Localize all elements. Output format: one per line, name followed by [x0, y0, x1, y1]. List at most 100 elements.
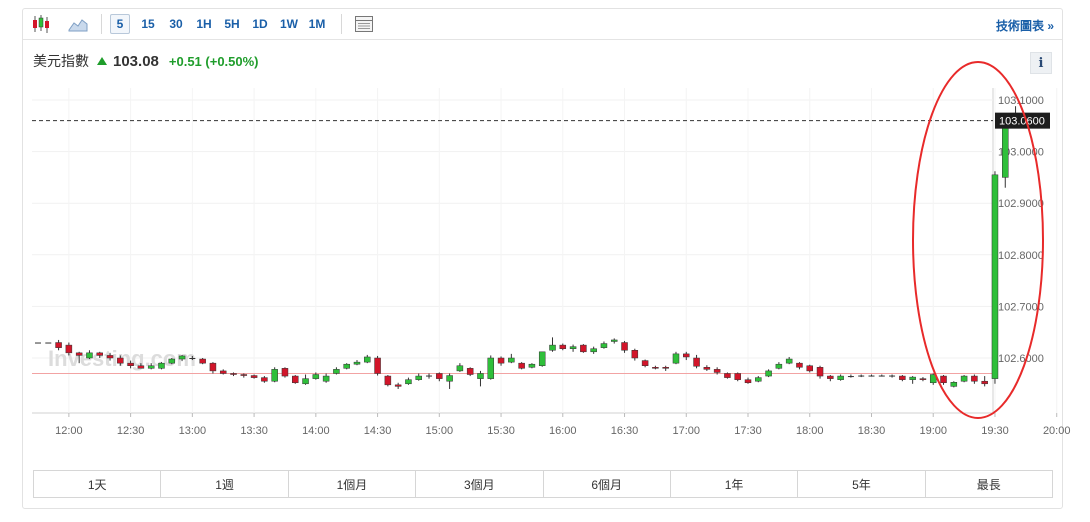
candle-body [477, 373, 484, 379]
candle-body [271, 369, 278, 382]
candle-body [549, 344, 556, 351]
candle-body [991, 174, 999, 379]
x-tick-label: 17:00 [673, 425, 701, 437]
candle-body [178, 355, 186, 360]
annotation-ellipse [912, 61, 1044, 419]
price-change: +0.51 (+0.50%) [168, 53, 259, 69]
candle-body [106, 355, 114, 359]
candle-body [899, 375, 906, 380]
period-1[interactable]: 1週 [161, 471, 289, 497]
candle-body [55, 342, 62, 348]
period-5[interactable]: 1年 [671, 471, 799, 497]
candle-body [405, 379, 412, 385]
candle-body [394, 384, 402, 387]
candle-body [538, 351, 546, 366]
candle-body [189, 358, 196, 359]
period-0[interactable]: 1天 [34, 471, 162, 497]
x-tick-label: 19:30 [981, 425, 1009, 437]
candle-body [487, 357, 495, 379]
y-tick-label: 102.7000 [998, 301, 1044, 313]
candle-body [971, 375, 978, 382]
x-tick-label: 15:30 [487, 425, 515, 437]
candle-body [240, 374, 248, 376]
y-tick-label: 102.9000 [998, 198, 1044, 210]
up-arrow-icon [97, 57, 107, 65]
timeframe-1m[interactable]: 1M [308, 17, 326, 31]
candlestick-icon[interactable] [30, 13, 52, 35]
candle-body [713, 369, 721, 373]
candle-body [456, 365, 464, 372]
candle-body [117, 357, 124, 364]
price-tag-bg [995, 112, 1050, 129]
candle-body [858, 375, 865, 377]
toolbar-separator [101, 14, 102, 34]
candle-body [374, 357, 381, 374]
y-tick-label: 102.8000 [998, 250, 1044, 262]
candle-body [250, 375, 258, 378]
table-icon[interactable] [353, 13, 375, 35]
candle-body [384, 375, 392, 386]
candle-body [600, 343, 608, 348]
candle-body [724, 373, 731, 378]
candle-body [775, 363, 783, 369]
x-tick-label: 16:30 [611, 425, 639, 437]
x-tick-label: 14:30 [364, 425, 392, 437]
candle-body [75, 352, 83, 356]
candle-body [559, 344, 567, 349]
candle-body [816, 367, 824, 377]
period-7[interactable]: 最長 [976, 477, 1001, 492]
period-4[interactable]: 6個月 [544, 471, 671, 497]
timeframe-5[interactable]: 5 [110, 14, 130, 34]
candle-body [497, 357, 505, 364]
timeframe-15[interactable]: 15 [141, 17, 155, 31]
technical-chart-link[interactable]: 技術圖表 » [995, 19, 1054, 33]
candle-body [426, 375, 433, 377]
area-chart-icon[interactable] [67, 13, 89, 35]
candle-body [508, 357, 515, 363]
candle-body [35, 342, 41, 344]
candle-body [312, 374, 320, 379]
x-tick-label: 12:00 [55, 425, 83, 437]
candle-body [1002, 120, 1009, 178]
period-2[interactable]: 1個月 [289, 471, 417, 497]
x-tick-label: 17:30 [734, 425, 762, 437]
candle-body [950, 382, 958, 387]
info-button[interactable]: i [1030, 52, 1052, 74]
candle-body [86, 352, 93, 359]
timeframe-1h[interactable]: 1H [196, 17, 212, 31]
candle-body [569, 346, 577, 349]
x-tick-label: 18:30 [858, 425, 886, 437]
candle-body [364, 356, 371, 363]
candle-body [610, 339, 618, 342]
x-tick-label: 20:00 [1043, 425, 1071, 437]
timeframe-1d[interactable]: 1D [252, 17, 268, 31]
candle-body [353, 361, 361, 365]
candle-body [837, 375, 844, 380]
x-tick-label: 16:00 [549, 425, 577, 437]
timeframe-30[interactable]: 30 [169, 17, 183, 31]
toolbar-separator [341, 14, 342, 34]
chart-toolbar: 5 15 30 1H 5H 1D 1W 1M 技術圖表 » [23, 9, 1062, 40]
x-tick-label: 19:00 [919, 425, 947, 437]
candle-body [981, 380, 988, 385]
candle-body [806, 365, 813, 372]
instrument-name: 美元指數 [33, 53, 89, 69]
candle-body [127, 362, 134, 366]
candle-body [147, 365, 155, 369]
candle-body [580, 344, 587, 353]
candle-body [199, 358, 206, 364]
candle-body [641, 360, 649, 366]
y-tick-label: 103.0000 [998, 147, 1044, 159]
candle-body [755, 377, 762, 382]
timeframe-5h[interactable]: 5H [224, 17, 240, 31]
candle-body [662, 367, 669, 369]
candle-body [219, 370, 227, 374]
period-6[interactable]: 5年 [798, 471, 926, 497]
candle-body [518, 362, 525, 369]
x-tick-label: 12:30 [117, 425, 145, 437]
candle-body [868, 375, 875, 377]
period-3[interactable]: 3個月 [416, 471, 544, 497]
candle-body [847, 376, 854, 378]
timeframe-1w[interactable]: 1W [280, 17, 298, 31]
